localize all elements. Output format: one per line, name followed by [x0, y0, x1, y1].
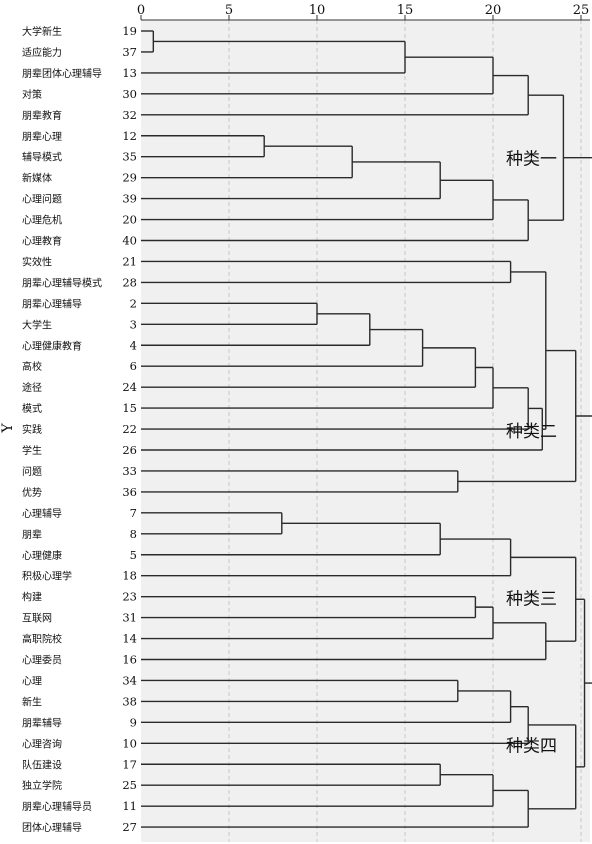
leaf-name-label: 辅导模式: [22, 151, 62, 164]
leaf-name-label: 途径: [22, 381, 42, 394]
leaf-id-label: 27: [122, 820, 137, 834]
leaf-id-label: 38: [122, 694, 137, 708]
leaf-name-label: 朋辈辅导: [22, 716, 62, 729]
leaf-name-label: 实践: [22, 423, 42, 436]
leaf-name-label: 适应能力: [22, 46, 62, 59]
leaf-id-label: 40: [122, 234, 137, 248]
leaf-id-label: 23: [122, 590, 137, 604]
leaf-id-label: 30: [122, 87, 137, 101]
x-tick-label: 25: [573, 3, 590, 18]
leaf-name-label: 优势: [22, 486, 42, 499]
leaf-id-label: 12: [122, 129, 137, 143]
leaf-id-label: 20: [122, 213, 137, 227]
leaf-name-label: 朋辈: [22, 528, 42, 541]
leaf-id-label: 21: [122, 254, 137, 268]
leaf-id-label: 25: [122, 778, 137, 792]
leaf-id-label: 34: [122, 673, 137, 687]
leaf-name-label: 构建: [22, 591, 42, 604]
x-axis-ticks: 0 5 10 15 20 25: [137, 3, 590, 21]
leaf-id-label: 5: [130, 548, 137, 562]
leaf-id-label: 16: [122, 653, 137, 667]
leaf-id-label: 28: [122, 275, 137, 289]
leaf-name-label: 大学新生: [22, 25, 62, 38]
leaf-id-label: 8: [130, 527, 137, 541]
leaf-name-label: 对策: [22, 88, 42, 101]
leaf-name-label: 心理健康教育: [22, 339, 82, 352]
leaf-id-label: 13: [122, 66, 137, 80]
leaf-id-label: 33: [122, 464, 137, 478]
x-tick-label: 15: [397, 3, 414, 18]
leaf-id-label: 39: [122, 192, 137, 206]
leaf-id-label: 9: [130, 715, 137, 729]
leaf-id-label: 10: [122, 736, 137, 750]
cluster-label: 种类三: [506, 590, 557, 610]
cluster-label: 种类一: [506, 150, 557, 170]
leaf-name-label: 朋辈心理辅导员: [22, 800, 92, 813]
leaf-name-label: 团体心理辅导: [22, 821, 82, 834]
leaf-id-label: 3: [130, 317, 137, 331]
leaf-name-label: 高校: [22, 360, 42, 373]
y-axis-title: Y: [0, 423, 16, 434]
leaf-name-label: 独立学院: [22, 779, 62, 792]
leaf-name-label: 大学生: [22, 318, 52, 331]
x-tick-label: 10: [309, 3, 326, 18]
x-tick-label: 0: [137, 3, 145, 18]
leaf-id-label: 11: [122, 799, 137, 813]
leaf-name-label: 心理: [22, 675, 42, 687]
leaf-name-label: 心理咨询: [22, 737, 62, 750]
leaf-name-label: 问题: [22, 465, 42, 478]
leaf-name-label: 队伍建设: [22, 758, 62, 771]
cluster-label: 种类四: [506, 736, 557, 756]
leaf-id-label: 2: [130, 296, 137, 310]
leaf-id-label: 17: [122, 757, 137, 771]
leaf-name-label: 朋辈心理: [22, 130, 62, 143]
leaf-id-label: 22: [122, 422, 137, 436]
leaf-name-label: 实效性: [22, 255, 52, 268]
leaf-name-label: 朋辈团体心理辅导: [22, 67, 102, 80]
leaf-name-label: 新生: [22, 695, 42, 708]
leaf-id-label: 35: [122, 150, 137, 164]
leaf-name-label: 心理健康: [22, 549, 62, 562]
leaf-id-label: 26: [122, 443, 137, 457]
leaf-name-label: 朋辈心理辅导模式: [22, 276, 102, 289]
leaf-id-label: 6: [130, 359, 137, 373]
leaf-id-label: 29: [122, 171, 137, 185]
leaf-id-label: 36: [122, 485, 137, 499]
leaf-id-label: 15: [122, 401, 137, 415]
leaf-name-label: 心理委员: [22, 654, 62, 667]
leaf-name-label: 高职院校: [22, 633, 62, 646]
leaf-id-label: 18: [122, 569, 137, 583]
leaf-name-label: 朋辈心理辅导: [22, 297, 82, 310]
x-tick-label: 20: [485, 3, 502, 18]
dendrogram-tree: [141, 30, 592, 828]
leaf-id-label: 24: [122, 380, 137, 394]
leaf-name-label: 互联网: [22, 613, 52, 625]
leaf-name-label: 心理辅导: [22, 507, 62, 520]
cluster-label: 种类二: [506, 422, 557, 442]
leaf-name-label: 心理教育: [22, 235, 62, 248]
leaf-name-label: 新媒体: [22, 172, 52, 185]
leaf-name-label: 心理危机: [22, 214, 62, 227]
leaf-id-label: 37: [122, 45, 137, 59]
leaf-name-label: 心理问题: [22, 193, 62, 206]
leaf-id-label: 7: [130, 506, 137, 520]
leaf-name-label: 积极心理学: [22, 570, 72, 583]
leaf-id-label: 32: [122, 108, 137, 122]
leaf-name-label: 模式: [22, 402, 42, 415]
leaf-id-label: 4: [130, 338, 137, 352]
x-tick-label: 5: [225, 3, 233, 18]
leaf-id-label: 19: [122, 24, 137, 38]
leaf-id-label: 14: [122, 632, 137, 646]
leaf-name-label: 朋辈教育: [22, 109, 62, 122]
leaf-id-label: 31: [122, 611, 137, 625]
leaf-name-label: 学生: [22, 444, 42, 457]
